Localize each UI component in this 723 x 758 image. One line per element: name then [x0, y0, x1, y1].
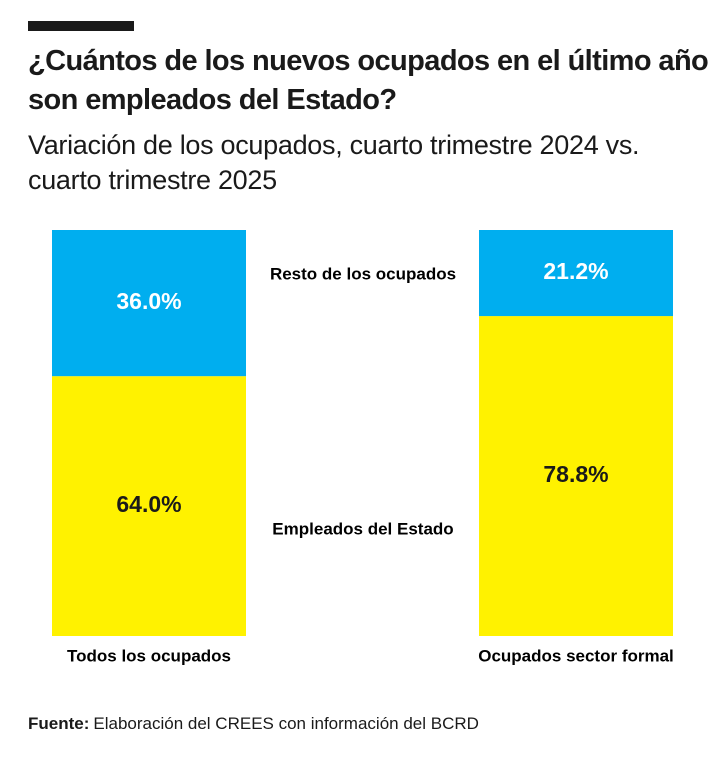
x-tick-label: Todos los ocupados: [67, 646, 231, 665]
chart-subtitle: Variación de los ocupados, cuarto trimes…: [28, 130, 640, 195]
legend-label: Resto de los ocupados: [270, 264, 456, 283]
legend-label: Empleados del Estado: [272, 519, 453, 538]
source-label: Fuente:: [28, 714, 90, 733]
value-label: 78.8%: [543, 461, 608, 487]
value-label: 21.2%: [543, 258, 608, 284]
x-tick-label: Ocupados sector formal: [478, 646, 674, 665]
bar-segment: [479, 316, 673, 636]
title-decoration: [28, 21, 134, 31]
bar-segment: [52, 230, 246, 377]
source-text: Elaboración del CREES con información de…: [93, 714, 479, 733]
value-label: 64.0%: [116, 491, 181, 517]
chart-title: ¿Cuántos de los nuevos ocupados en el úl…: [28, 45, 709, 116]
bar-segment: [52, 376, 246, 636]
value-label: 36.0%: [116, 288, 181, 314]
bar-segment: [479, 230, 673, 317]
source: Fuente: Elaboración del CREES con informa…: [28, 714, 479, 734]
